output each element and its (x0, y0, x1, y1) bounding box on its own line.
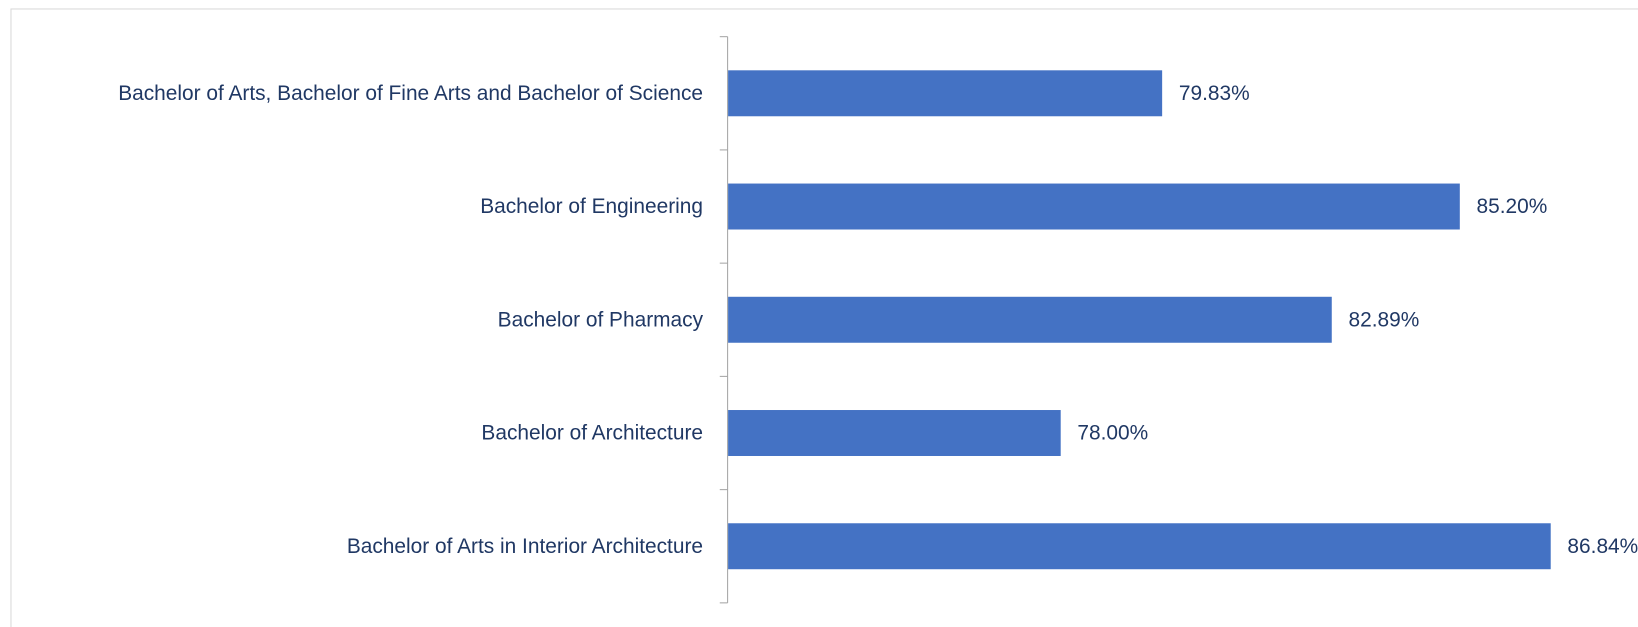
bar (728, 410, 1061, 456)
value-label: 85.20% (1477, 195, 1548, 218)
bar (728, 70, 1163, 117)
value-label: 86.84% (1567, 535, 1638, 558)
category-label: Bachelor of Engineering (480, 195, 703, 218)
category-label: Bachelor of Architecture (481, 422, 703, 445)
value-label: 78.00% (1077, 422, 1148, 445)
bar (728, 183, 1460, 230)
category-label: Bachelor of Pharmacy (498, 308, 704, 331)
category-label: Bachelor of Arts, Bachelor of Fine Arts … (118, 82, 703, 105)
value-label: 82.89% (1348, 308, 1419, 331)
bar (728, 523, 1551, 570)
bar (728, 296, 1332, 343)
value-label: 79.83% (1179, 82, 1250, 105)
category-label: Bachelor of Arts in Interior Architectur… (347, 535, 703, 558)
chart-frame (10, 8, 1638, 627)
